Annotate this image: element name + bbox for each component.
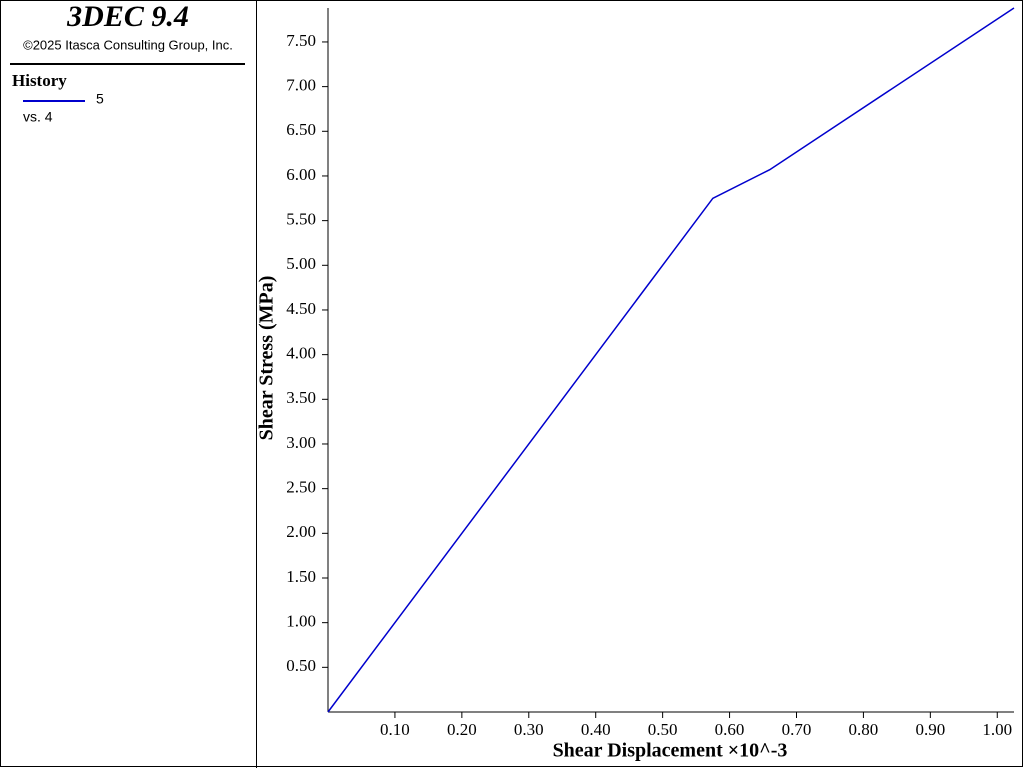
y-tick-label: 3.50 <box>286 388 316 407</box>
x-tick-label: 0.30 <box>514 720 544 739</box>
x-tick-label: 0.40 <box>581 720 611 739</box>
legend-against: vs. 4 <box>23 109 53 125</box>
x-tick-label: 0.90 <box>915 720 945 739</box>
x-tick-label: 0.80 <box>849 720 879 739</box>
x-axis-label: Shear Displacement ×10^-3 <box>553 740 788 762</box>
series-line <box>327 7 1015 713</box>
y-tick-label: 4.50 <box>286 299 316 318</box>
copyright: ©2025 Itasca Consulting Group, Inc. <box>23 37 233 52</box>
x-tick-label: 0.60 <box>715 720 745 739</box>
y-tick-label: 0.50 <box>286 656 316 675</box>
x-tick-label: 0.50 <box>648 720 678 739</box>
y-tick-label: 1.50 <box>286 567 316 586</box>
y-tick-label: 5.50 <box>286 210 316 229</box>
y-tick-label: 7.50 <box>286 31 316 50</box>
y-tick-label: 1.00 <box>286 612 316 631</box>
legend-label: 5 <box>96 91 104 107</box>
y-tick-label: 2.00 <box>286 522 316 541</box>
x-tick-label: 0.20 <box>447 720 477 739</box>
x-tick-label: 0.10 <box>380 720 410 739</box>
x-tick-label: 0.70 <box>782 720 812 739</box>
y-tick-label: 2.50 <box>286 478 316 497</box>
y-tick-label: 4.00 <box>286 344 316 363</box>
y-tick-label: 5.00 <box>286 254 316 273</box>
x-tick-label: 1.00 <box>982 720 1012 739</box>
y-tick-label: 6.50 <box>286 120 316 139</box>
legend-title: History <box>12 71 67 90</box>
app-title: 3DEC 9.4 <box>66 0 189 33</box>
y-tick-label: 7.00 <box>286 76 316 95</box>
y-axis-label: Shear Stress (MPa) <box>256 276 278 441</box>
y-tick-label: 3.00 <box>286 433 316 452</box>
y-tick-label: 6.00 <box>286 165 316 184</box>
